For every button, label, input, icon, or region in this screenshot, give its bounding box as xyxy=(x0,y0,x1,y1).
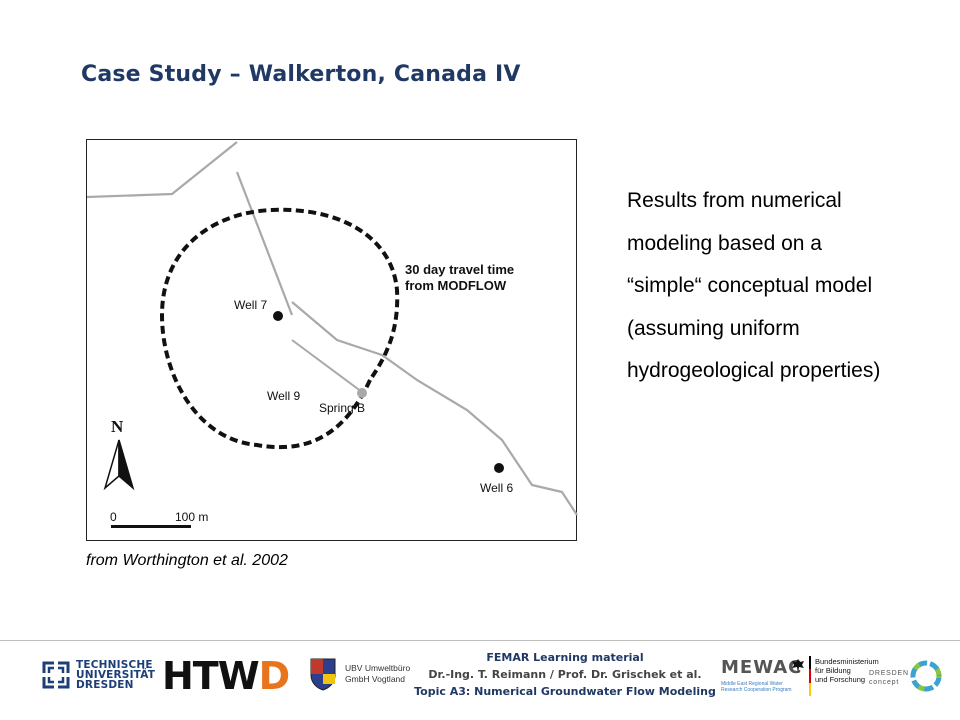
contour-label: 30 day travel time xyxy=(405,262,514,277)
ubv-crest-icon xyxy=(310,658,336,691)
results-line: “simple“ conceptual model xyxy=(627,274,873,297)
mewac-subtitle: Middle East Regional Water Research Coop… xyxy=(721,681,792,693)
femar-credits: FEMAR Learning material Dr.-Ing. T. Reim… xyxy=(400,649,730,700)
tud-logo-text: TECHNISCHE UNIVERSITÄT DRESDEN xyxy=(76,659,156,691)
mewac-logo: MEWAC xyxy=(721,657,803,678)
stream-spring xyxy=(291,339,363,393)
spring-b-label: Spring B xyxy=(319,401,365,415)
femar-line-2: Dr.-Ing. T. Reimann / Prof. Dr. Grischek… xyxy=(428,668,702,681)
road-top-left xyxy=(87,141,238,199)
well-6-marker xyxy=(494,463,504,473)
north-arrow-icon xyxy=(103,439,120,491)
well-7-marker xyxy=(273,311,283,321)
contour-label-2: from MODFLOW xyxy=(405,278,507,293)
well-6-label: Well 6 xyxy=(480,481,513,495)
ubv-line-1: UBV Umweltbüro xyxy=(345,663,411,673)
htwd-main: HTW xyxy=(162,654,260,698)
dresden-concept-text: DRESDEN concept xyxy=(869,669,909,687)
road-diagonal xyxy=(235,171,294,316)
mewac-sub-1: Middle East Regional Water xyxy=(721,681,783,687)
dresden-concept-logo-icon xyxy=(910,660,942,692)
slide-title: Case Study – Walkerton, Canada IV xyxy=(81,62,521,87)
north-label: N xyxy=(111,417,124,436)
results-line: Results from numerical xyxy=(627,189,842,212)
eagle-icon xyxy=(792,659,804,673)
bmbf-text: Bundesministerium für Bildung und Forsch… xyxy=(815,657,879,684)
htwd-d: D xyxy=(258,654,291,698)
tud-logo-icon xyxy=(41,660,71,690)
results-line: modeling based on a xyxy=(627,231,822,255)
well-9-label: Well 9 xyxy=(267,389,300,403)
map-figure: 30 day travel time from MODFLOW Well 7 W… xyxy=(86,139,578,541)
footer: TECHNISCHE UNIVERSITÄT DRESDEN HTWD UBV … xyxy=(0,641,960,720)
femar-line-1: FEMAR Learning material xyxy=(486,651,644,664)
results-line: hydrogeological properties) xyxy=(627,359,881,382)
footer-divider xyxy=(0,640,960,641)
htwd-logo: HTWD xyxy=(162,654,291,698)
ubv-line-2: GmbH Vogtland xyxy=(345,674,406,684)
ubv-text: UBV Umweltbüro GmbH Vogtland xyxy=(345,663,410,685)
tud-line-3: DRESDEN xyxy=(76,679,134,691)
bmbf-line-3: und Forschung xyxy=(815,675,866,684)
mewac-sub-2: Research Cooperation Program xyxy=(721,687,792,693)
scale-bar xyxy=(111,525,191,528)
tud-line-2: UNIVERSITÄT xyxy=(76,669,156,681)
dresden-line-1: DRESDEN xyxy=(869,670,909,677)
figure-caption: from Worthington et al. 2002 xyxy=(86,552,288,569)
bmbf-line-2: für Bildung xyxy=(815,666,851,675)
scale-zero: 0 xyxy=(110,510,117,524)
bmbf-line-1: Bundesministerium xyxy=(815,657,879,666)
map-svg: 30 day travel time from MODFLOW Well 7 W… xyxy=(87,141,578,528)
spring-b-marker xyxy=(357,388,367,398)
stream-main xyxy=(291,301,578,516)
tud-line-1: TECHNISCHE xyxy=(76,659,153,671)
femar-line-3: Topic A3: Numerical Groundwater Flow Mod… xyxy=(414,685,716,698)
well-7-label: Well 7 xyxy=(234,298,267,312)
results-line: (assuming uniform xyxy=(627,316,800,340)
dresden-line-2: concept xyxy=(869,679,900,686)
german-flag-icon xyxy=(809,656,811,696)
results-text: Results from numerical modeling based on… xyxy=(627,180,947,393)
travel-time-contour xyxy=(159,207,400,450)
scale-length: 100 m xyxy=(175,510,208,524)
